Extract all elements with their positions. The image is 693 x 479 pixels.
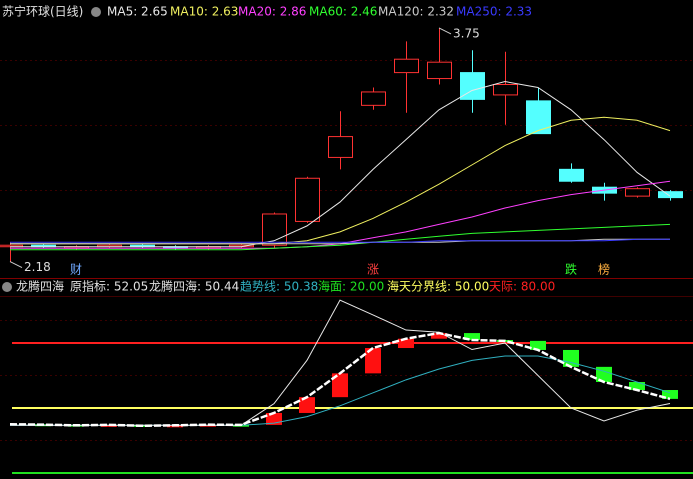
candle-body [493,84,518,96]
trend-block [563,349,579,367]
candle-body [295,177,320,222]
line-series [10,81,671,248]
legend-entry: MA5: 2.65 [107,5,168,19]
annotation-label: 2.18 [24,260,51,274]
legend-entry: 龙腾四海: 50.44 [149,279,239,294]
candle-body [658,191,683,199]
legend-entry: MA60: 2.46 [309,5,377,19]
legend-entry: MA120: 2.32 [378,5,454,19]
trend-block [332,373,348,398]
event-marker: 财 [70,263,82,277]
menu-icon[interactable] [91,7,101,17]
annotation-pointer [438,27,452,35]
candle-body [427,61,452,80]
candle-body [394,58,419,74]
candle-body [361,91,386,106]
candle-body [559,168,584,182]
trend-block [365,348,381,374]
indicator-title: 龙腾四海 [16,279,64,294]
trend-block [299,397,315,413]
legend-entry: 天际: 80.00 [489,280,555,294]
trend-block [662,390,678,399]
trend-block [464,333,480,341]
menu-icon[interactable] [2,282,12,292]
legend-entry: MA250: 2.33 [456,5,532,19]
legend-entry: 趋势线: 50.38 [240,280,318,294]
trend-block [530,340,546,350]
line-series [10,238,670,243]
annotation-pointer [9,261,23,269]
legend-entry: 海天分界线: 50.00 [387,279,489,294]
candle-body [328,136,353,158]
annotation-label: 3.75 [453,26,480,40]
legend-entry: MA20: 2.86 [238,5,306,19]
trend-block [629,382,645,391]
legend-entry: MA10: 2.63 [170,5,238,19]
trend-block [398,338,414,349]
candle-body [625,188,650,197]
event-marker: 跌 [565,262,577,277]
trend-block [266,412,282,425]
chart-title: 苏宁环球(日线) [2,4,83,19]
legend-entry: 海面: 20.00 [318,279,384,294]
legend-entry: 原指标: 52.05 [70,279,148,294]
candle-body [526,100,551,135]
event-marker: 榜 [598,262,610,277]
line-series [9,331,671,427]
event-marker: 涨 [367,262,379,277]
trend-block [431,333,447,339]
line-series [10,223,671,251]
